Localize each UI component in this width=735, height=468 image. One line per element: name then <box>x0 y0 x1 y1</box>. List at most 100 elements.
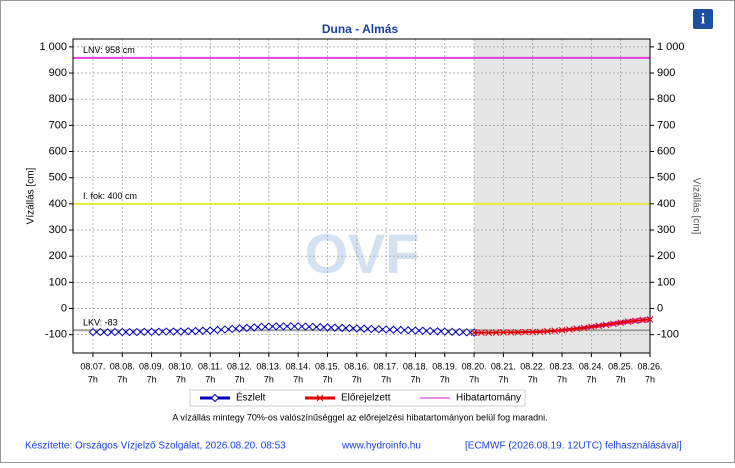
x-tick-label: 08.25. <box>608 361 633 371</box>
marker <box>573 325 581 333</box>
x-tick-label: 08.11. <box>198 361 222 371</box>
marker <box>440 327 449 336</box>
marker <box>264 322 274 331</box>
x-tick-label: 08.21. <box>491 361 516 371</box>
x-tick-label: 08.14. <box>286 361 311 371</box>
marker <box>154 327 164 337</box>
y2-tick-label: 600 <box>657 145 675 157</box>
marker <box>389 325 398 334</box>
marker <box>301 322 310 331</box>
marker <box>279 322 288 331</box>
x-tick-hour: 7h <box>235 374 245 384</box>
x-tick-hour: 7h <box>410 374 420 384</box>
marker <box>308 322 318 332</box>
marker <box>330 323 340 332</box>
marker <box>220 325 230 334</box>
marker <box>478 329 485 336</box>
x-tick-hour: 7h <box>205 374 215 384</box>
marker <box>403 326 413 335</box>
y-tick-label: 200 <box>49 250 67 262</box>
reference-label: LNV: 958 cm <box>83 45 135 55</box>
marker <box>271 322 281 331</box>
y2-tick-label: 500 <box>657 172 675 184</box>
legend-marker <box>210 393 220 403</box>
marker <box>631 317 639 325</box>
marker <box>235 324 244 333</box>
x-tick-label: 08.26. <box>637 361 662 371</box>
y2-tick-label: 200 <box>657 250 675 262</box>
marker <box>198 326 208 335</box>
marker <box>125 327 134 337</box>
x-tick-label: 08.09. <box>139 361 164 371</box>
marker <box>118 327 127 337</box>
marker <box>88 327 98 337</box>
marker <box>315 322 325 332</box>
marker <box>639 316 647 324</box>
x-tick-label: 08.08. <box>110 361 135 371</box>
marker <box>485 329 493 336</box>
plot-border <box>72 38 651 354</box>
y-tick-label: 300 <box>49 224 67 236</box>
x-tick-hour: 7h <box>381 374 391 384</box>
info-icon-glyph: i <box>701 11 705 27</box>
marker <box>418 326 427 335</box>
marker <box>522 328 529 336</box>
marker <box>337 323 347 333</box>
marker <box>184 327 193 336</box>
x-tick-hour: 7h <box>557 374 567 384</box>
marker <box>359 324 369 333</box>
marker <box>110 327 120 337</box>
marker <box>286 322 296 331</box>
marker <box>536 328 544 336</box>
x-tick-label: 08.10. <box>168 361 193 371</box>
legend-box <box>189 389 526 407</box>
note: A vízállás mintegy 70%-os valószínűségge… <box>172 412 547 422</box>
marker <box>566 326 573 333</box>
marker <box>514 328 522 336</box>
x-tick-label: 08.24. <box>579 361 604 371</box>
x-tick-label: 08.17. <box>374 361 399 371</box>
marker <box>617 319 625 327</box>
x-tick-hour: 7h <box>469 374 479 384</box>
marker <box>580 324 588 332</box>
marker <box>447 327 457 337</box>
x-tick-label: 08.23. <box>550 361 575 371</box>
marker <box>455 327 464 337</box>
marker <box>96 327 105 337</box>
y2-tick-label: 900 <box>657 67 675 79</box>
y2-tick-label: 700 <box>657 119 675 131</box>
x-tick-label: 08.16. <box>344 361 369 371</box>
marker <box>140 327 149 337</box>
marker <box>462 328 471 337</box>
marker <box>345 323 354 333</box>
marker <box>206 326 215 335</box>
x-tick-hour: 7h <box>117 374 127 384</box>
marker <box>507 328 515 336</box>
reference-label: LKV: -83 <box>83 318 118 328</box>
marker <box>529 328 537 336</box>
info-icon[interactable] <box>693 9 713 29</box>
marker <box>374 324 384 334</box>
x-tick-label: 08.20. <box>462 361 487 371</box>
y-tick-label: 0 <box>61 302 67 314</box>
marker <box>213 325 222 335</box>
marker <box>352 324 362 333</box>
y2-axis-label: Vízállás [cm] <box>690 178 701 235</box>
marker <box>544 327 551 335</box>
x-tick-hour: 7h <box>293 374 303 384</box>
marker <box>411 326 420 335</box>
y-tick-label: 100 <box>49 276 67 288</box>
y-tick-label: 600 <box>49 145 67 157</box>
x-tick-label: 08.13. <box>256 361 281 371</box>
y2-tick-label: 100 <box>657 276 675 288</box>
marker <box>227 324 237 334</box>
legend-label: Előrejelzett <box>341 393 391 404</box>
x-tick-label: 08.19. <box>432 361 457 371</box>
marker <box>249 323 259 332</box>
legend-marker <box>316 394 324 402</box>
marker <box>242 323 252 333</box>
y2-tick-label: 0 <box>657 302 663 314</box>
x-tick-hour: 7h <box>264 374 274 384</box>
marker <box>162 327 171 336</box>
chart-title: Duna - Almás <box>322 22 399 36</box>
